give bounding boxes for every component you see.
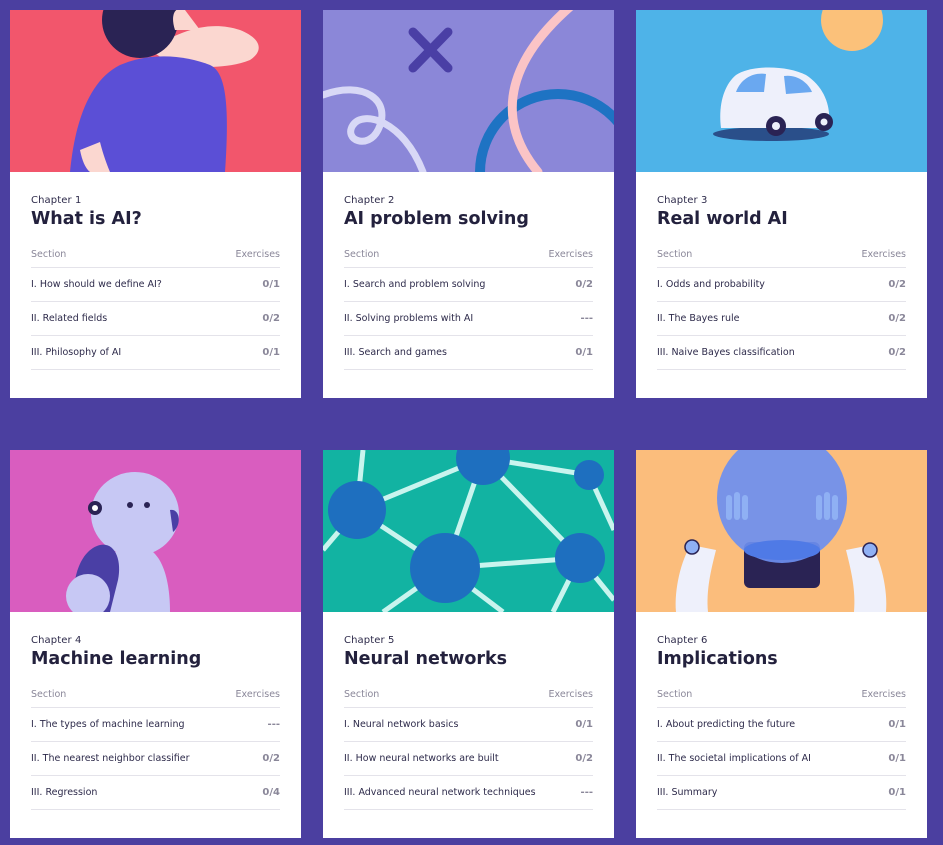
section-row[interactable]: I. About predicting the future 0/1	[657, 708, 906, 742]
chapter-card-1[interactable]: Chapter 1 What is AI? Section Exercises …	[10, 10, 301, 398]
section-column-header: Section	[657, 689, 693, 700]
exercise-score: 0/1	[888, 787, 906, 798]
chapter-3-illustration	[636, 10, 927, 172]
section-name[interactable]: III. Naive Bayes classification	[657, 347, 795, 358]
exercise-score: 0/2	[262, 753, 280, 764]
exercises-column-header: Exercises	[235, 249, 280, 260]
section-row[interactable]: III. Philosophy of AI 0/1	[31, 336, 280, 370]
chapter-card-3[interactable]: Chapter 3 Real world AI Section Exercise…	[636, 10, 927, 398]
chapter-5-illustration	[323, 450, 614, 612]
section-name[interactable]: I. About predicting the future	[657, 719, 796, 730]
exercise-score: 0/1	[575, 347, 593, 358]
exercise-score: 0/2	[888, 279, 906, 290]
section-name[interactable]: III. Summary	[657, 787, 718, 798]
section-name[interactable]: II. Related fields	[31, 313, 108, 324]
section-name[interactable]: I. The types of machine learning	[31, 719, 185, 730]
section-name[interactable]: I. Search and problem solving	[344, 279, 486, 290]
chapter-title[interactable]: Machine learning	[31, 649, 202, 669]
chapter-label: Chapter 2	[344, 195, 395, 206]
section-row[interactable]: III. Search and games 0/1	[344, 336, 593, 370]
section-row[interactable]: II. Solving problems with AI ---	[344, 302, 593, 336]
section-name[interactable]: III. Philosophy of AI	[31, 347, 122, 358]
section-table-header: Section Exercises	[657, 689, 906, 708]
chapter-1-illustration	[10, 10, 301, 172]
exercise-score: 0/2	[575, 279, 593, 290]
section-row[interactable]: II. The societal implications of AI 0/1	[657, 742, 906, 776]
section-column-header: Section	[31, 689, 67, 700]
chapter-title[interactable]: Implications	[657, 649, 778, 669]
chapter-2-illustration	[323, 10, 614, 172]
exercise-score: ---	[267, 719, 280, 730]
section-row[interactable]: III. Naive Bayes classification 0/2	[657, 336, 906, 370]
exercise-score: 0/1	[888, 719, 906, 730]
section-name[interactable]: III. Advanced neural network techniques	[344, 787, 536, 798]
exercise-score: ---	[580, 313, 593, 324]
exercise-score: 0/1	[262, 279, 280, 290]
section-row[interactable]: I. Odds and probability 0/2	[657, 268, 906, 302]
section-table-header: Section Exercises	[31, 689, 280, 708]
chapter-card-2[interactable]: Chapter 2 AI problem solving Section Exe…	[323, 10, 614, 398]
exercise-score: 0/2	[262, 313, 280, 324]
exercises-column-header: Exercises	[548, 249, 593, 260]
section-table-header: Section Exercises	[657, 249, 906, 268]
chapter-label: Chapter 3	[657, 195, 708, 206]
exercise-score: 0/4	[262, 787, 280, 798]
chapter-label: Chapter 6	[657, 635, 708, 646]
chapter-title[interactable]: Neural networks	[344, 649, 508, 669]
chapter-6-illustration	[636, 450, 927, 612]
chapter-label: Chapter 4	[31, 635, 82, 646]
section-name[interactable]: I. How should we define AI?	[31, 279, 162, 290]
exercise-score: 0/1	[262, 347, 280, 358]
section-name[interactable]: III. Regression	[31, 787, 98, 798]
chapter-card-4[interactable]: Chapter 4 Machine learning Section Exerc…	[10, 450, 301, 838]
section-row[interactable]: II. The Bayes rule 0/2	[657, 302, 906, 336]
section-table-header: Section Exercises	[344, 689, 593, 708]
section-name[interactable]: I. Odds and probability	[657, 279, 765, 290]
section-name[interactable]: II. The nearest neighbor classifier	[31, 753, 190, 764]
section-row[interactable]: III. Regression 0/4	[31, 776, 280, 810]
chapter-card-6[interactable]: Chapter 6 Implications Section Exercises…	[636, 450, 927, 838]
chapter-title[interactable]: AI problem solving	[344, 209, 529, 229]
section-column-header: Section	[657, 249, 693, 260]
section-row[interactable]: I. Search and problem solving 0/2	[344, 268, 593, 302]
section-row[interactable]: II. The nearest neighbor classifier 0/2	[31, 742, 280, 776]
section-row[interactable]: III. Summary 0/1	[657, 776, 906, 810]
exercise-score: 0/1	[575, 719, 593, 730]
chapter-4-illustration	[10, 450, 301, 612]
exercises-column-header: Exercises	[235, 689, 280, 700]
chapter-title[interactable]: Real world AI	[657, 209, 788, 229]
chapter-label: Chapter 5	[344, 635, 395, 646]
section-row[interactable]: II. How neural networks are built 0/2	[344, 742, 593, 776]
section-column-header: Section	[344, 249, 380, 260]
chapter-title[interactable]: What is AI?	[31, 209, 142, 229]
exercises-column-header: Exercises	[861, 249, 906, 260]
section-name[interactable]: II. How neural networks are built	[344, 753, 499, 764]
section-table-header: Section Exercises	[31, 249, 280, 268]
section-column-header: Section	[31, 249, 67, 260]
section-row[interactable]: I. The types of machine learning ---	[31, 708, 280, 742]
exercise-score: 0/2	[888, 347, 906, 358]
section-column-header: Section	[344, 689, 380, 700]
exercises-column-header: Exercises	[861, 689, 906, 700]
section-name[interactable]: I. Neural network basics	[344, 719, 459, 730]
exercise-score: 0/1	[888, 753, 906, 764]
exercises-column-header: Exercises	[548, 689, 593, 700]
section-row[interactable]: I. Neural network basics 0/1	[344, 708, 593, 742]
exercise-score: ---	[580, 787, 593, 798]
exercise-score: 0/2	[888, 313, 906, 324]
chapter-card-5[interactable]: Chapter 5 Neural networks Section Exerci…	[323, 450, 614, 838]
chapter-label: Chapter 1	[31, 195, 82, 206]
section-row[interactable]: I. How should we define AI? 0/1	[31, 268, 280, 302]
section-name[interactable]: II. The Bayes rule	[657, 313, 740, 324]
section-name[interactable]: III. Search and games	[344, 347, 447, 358]
section-name[interactable]: II. The societal implications of AI	[657, 753, 811, 764]
section-row[interactable]: III. Advanced neural network techniques …	[344, 776, 593, 810]
section-name[interactable]: II. Solving problems with AI	[344, 313, 474, 324]
section-row[interactable]: II. Related fields 0/2	[31, 302, 280, 336]
section-table-header: Section Exercises	[344, 249, 593, 268]
exercise-score: 0/2	[575, 753, 593, 764]
